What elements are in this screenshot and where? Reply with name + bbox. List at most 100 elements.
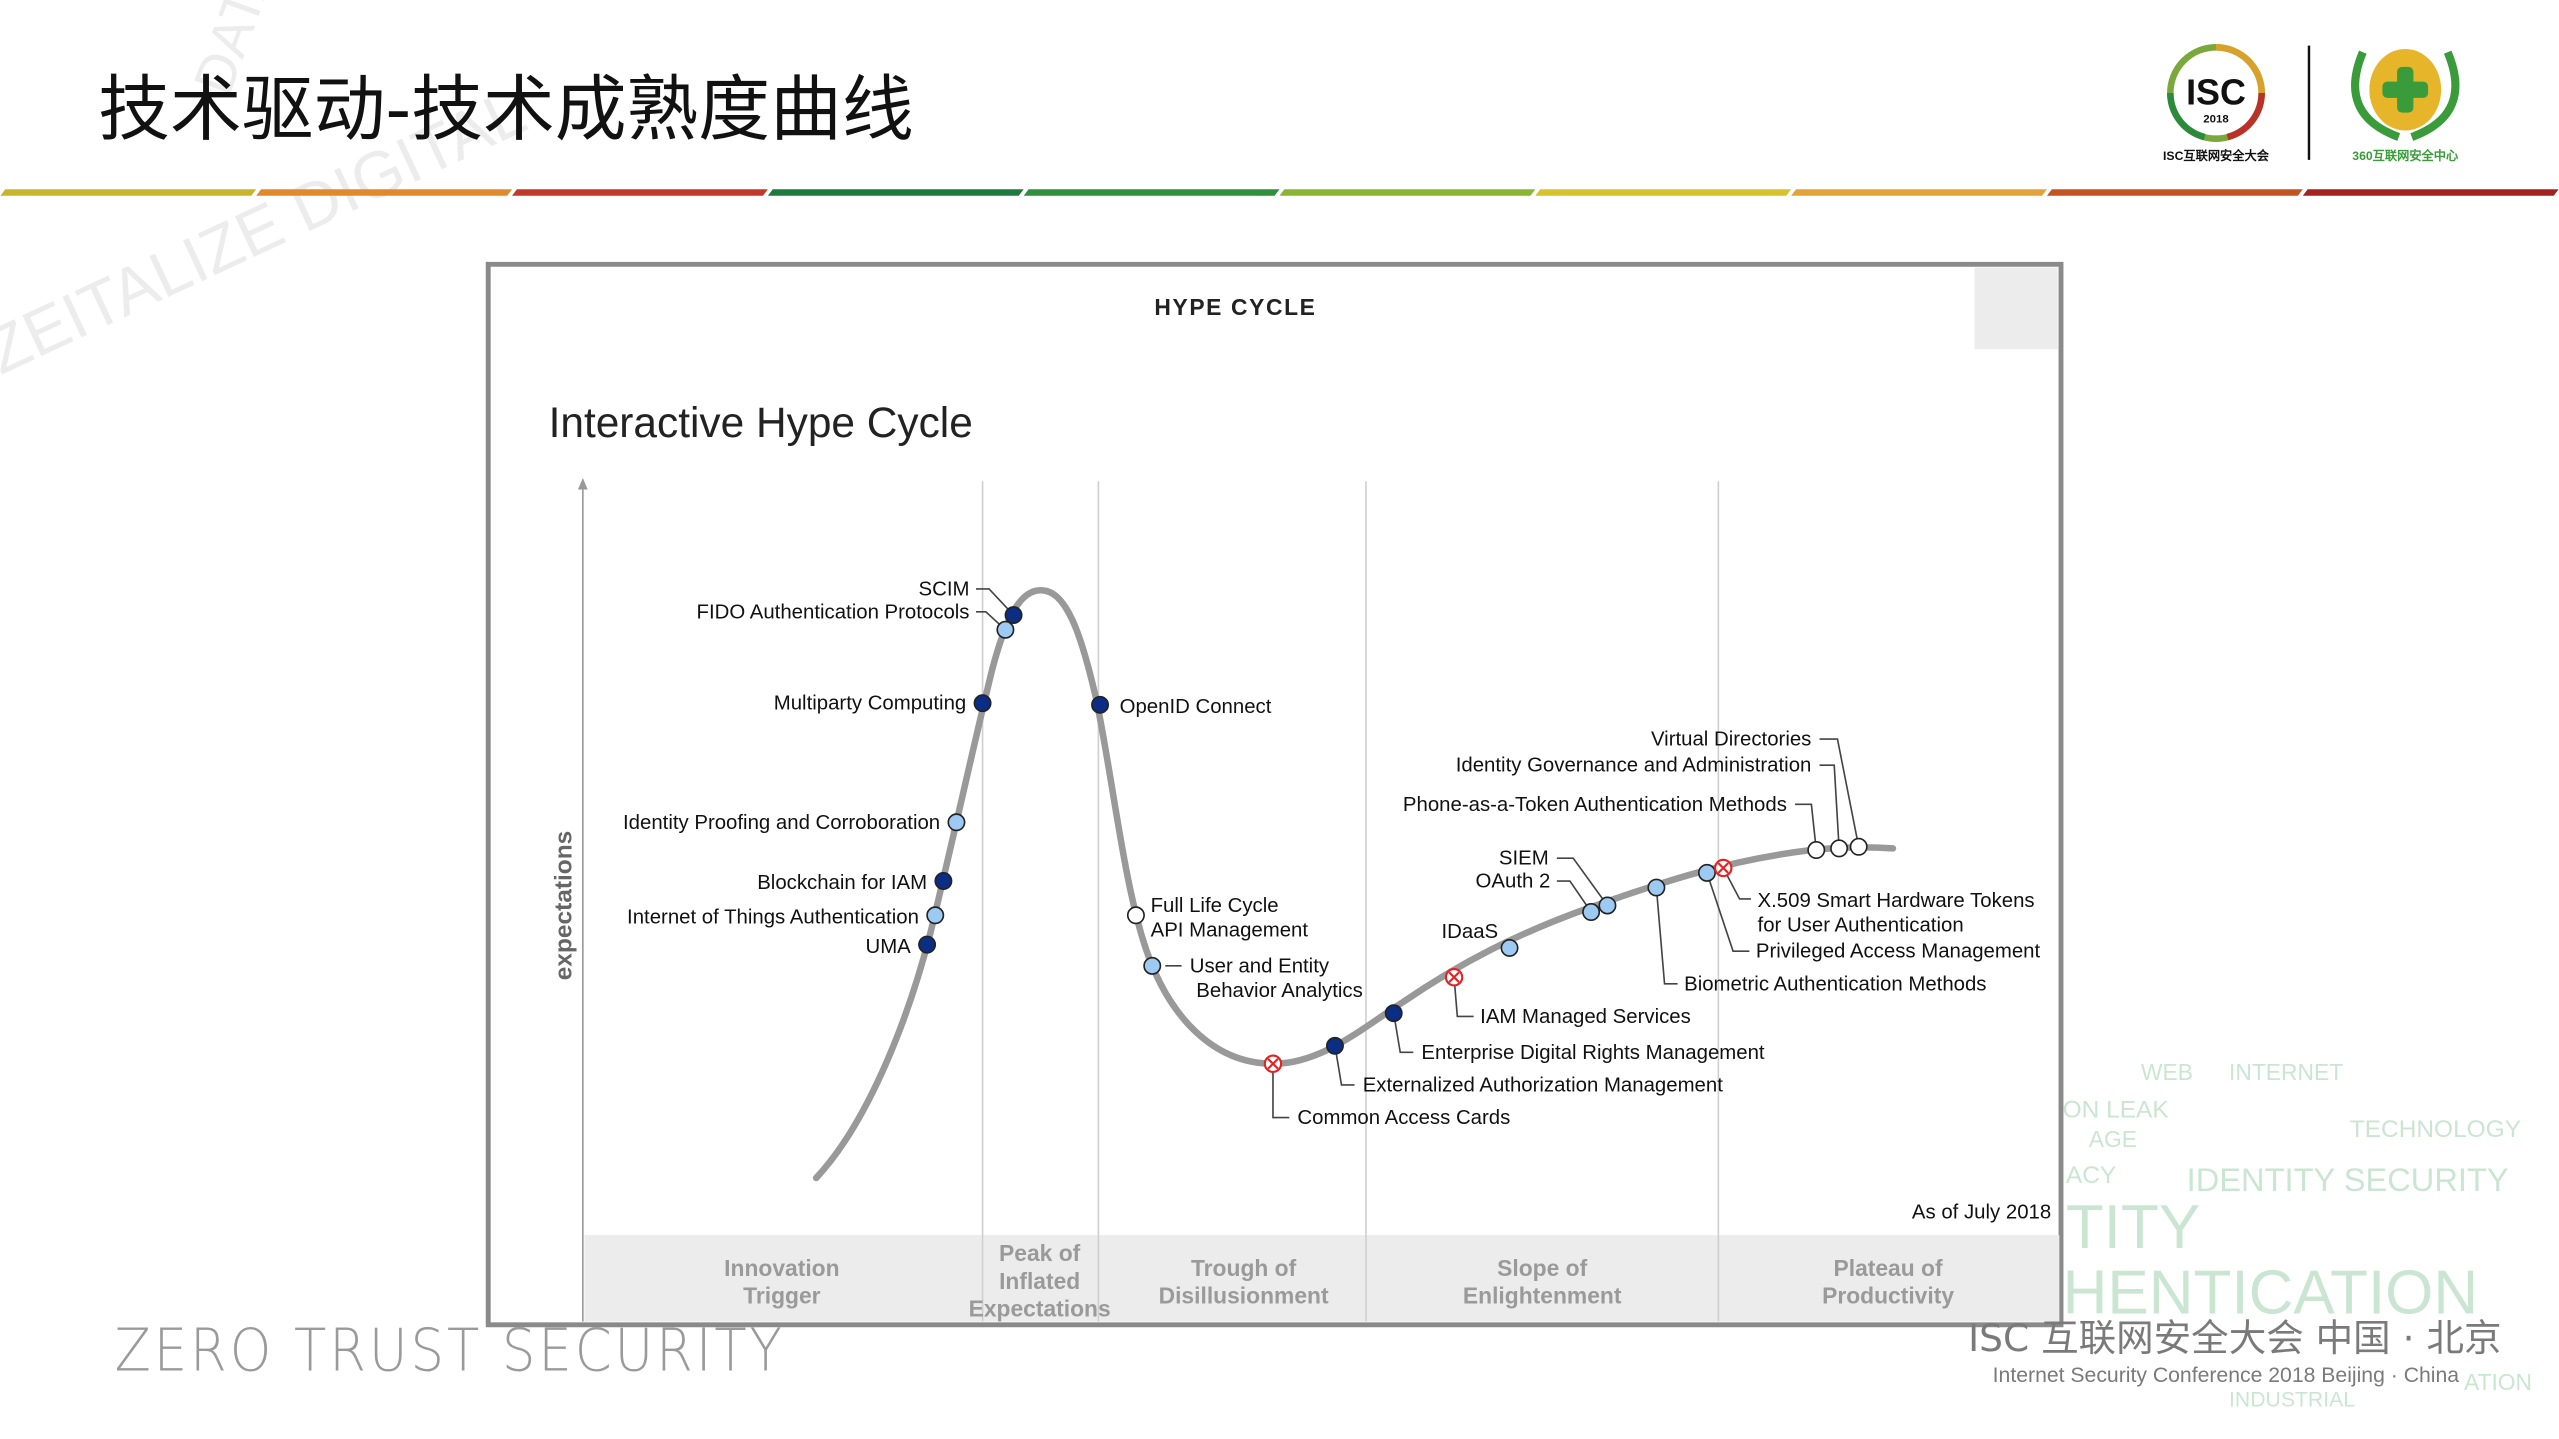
- svg-text:IDENTITY SECURITY: IDENTITY SECURITY: [2187, 1161, 2509, 1198]
- tech-marker[interactable]: [1830, 839, 1849, 858]
- svg-text:Disillusionment: Disillusionment: [1159, 1283, 1329, 1309]
- svg-text:Enlightenment: Enlightenment: [1463, 1283, 1622, 1309]
- svg-text:ISC: ISC: [2186, 72, 2246, 112]
- tech-marker[interactable]: [996, 620, 1015, 639]
- svg-text:ON LEAK: ON LEAK: [2063, 1097, 2170, 1124]
- tech-label[interactable]: Blockchain for IAM: [757, 872, 927, 894]
- tech-marker[interactable]: [1647, 878, 1666, 897]
- tech-label[interactable]: SCIM: [919, 579, 970, 601]
- stripe-segment: [2046, 189, 2303, 196]
- stripe-segment: [0, 189, 257, 196]
- tech-marker[interactable]: [1582, 903, 1601, 921]
- tech-marker[interactable]: [1384, 1004, 1403, 1023]
- svg-text:WEB: WEB: [2141, 1059, 2193, 1085]
- tech-marker[interactable]: [934, 872, 953, 890]
- 360-logo: 360互联网安全中心: [2351, 48, 2460, 163]
- stripe-segment: [767, 189, 1024, 196]
- tech-marker[interactable]: [947, 813, 966, 832]
- tech-marker[interactable]: [1598, 896, 1617, 915]
- stripe-segment: [1791, 189, 2047, 196]
- tech-label[interactable]: FIDO Authentication Protocols: [697, 601, 970, 623]
- svg-text:TITY: TITY: [2066, 1193, 2200, 1262]
- tech-label[interactable]: UMA: [865, 936, 911, 958]
- tech-marker[interactable]: [1126, 906, 1145, 925]
- svg-text:ATION: ATION: [2464, 1369, 2532, 1395]
- isc-logo: ISC 2018 ISC互联网安全大会: [2163, 44, 2270, 163]
- tech-label[interactable]: Identity Governance and Administration: [1456, 755, 1812, 777]
- svg-text:INTERNET: INTERNET: [2229, 1059, 2343, 1085]
- corner-box: [1974, 267, 2058, 350]
- tech-label[interactable]: API Management: [1151, 919, 1309, 941]
- tech-marker[interactable]: [1004, 606, 1023, 625]
- svg-text:Trigger: Trigger: [743, 1283, 820, 1309]
- svg-text:HENTICATION: HENTICATION: [2063, 1258, 2479, 1327]
- stripe-segment: [2302, 189, 2559, 196]
- tech-label[interactable]: for User Authentication: [1758, 915, 1964, 937]
- footer-right-cn: ISC 互联网安全大会 中国 · 北京: [1968, 1316, 2501, 1360]
- stripe-segment: [1023, 189, 1280, 196]
- stripe-segment: [256, 189, 513, 196]
- leader-lines: [976, 588, 1860, 1119]
- svg-text:2018: 2018: [2203, 113, 2228, 125]
- svg-text:ACY: ACY: [2066, 1162, 2116, 1189]
- tech-marker[interactable]: [1849, 837, 1868, 856]
- tech-marker[interactable]: [1325, 1036, 1344, 1055]
- hype-cycle-figure: [485, 261, 2064, 1328]
- tech-marker[interactable]: [1091, 695, 1110, 714]
- tech-marker[interactable]: [973, 694, 992, 713]
- tech-label[interactable]: Phone-as-a-Token Authentication Methods: [1403, 794, 1787, 816]
- tech-label[interactable]: X.509 Smart Hardware Tokens: [1758, 890, 2035, 912]
- tech-label[interactable]: Privileged Access Management: [1756, 941, 2041, 963]
- color-stripe: [0, 189, 2559, 196]
- tech-marker[interactable]: [1697, 863, 1716, 882]
- svg-text:INDUSTRIAL: INDUSTRIAL: [2229, 1388, 2355, 1411]
- tech-label[interactable]: Enterprise Digital Rights Management: [1421, 1042, 1764, 1064]
- tech-label[interactable]: Multiparty Computing: [774, 693, 967, 715]
- phase-labels: Innovation Trigger Peak of Inflated Expe…: [724, 1240, 1954, 1321]
- tech-label[interactable]: SIEM: [1499, 848, 1549, 870]
- svg-text:Plateau of: Plateau of: [1834, 1255, 1943, 1281]
- y-axis-label: expectations: [550, 831, 577, 981]
- tech-label[interactable]: Common Access Cards: [1297, 1107, 1510, 1129]
- technology-labels: SCIM FIDO Authentication Protocols Multi…: [623, 579, 2041, 1130]
- svg-text:Peak of: Peak of: [999, 1240, 1081, 1266]
- tech-label[interactable]: Biometric Authentication Methods: [1684, 973, 1986, 995]
- footer-right-en: Internet Security Conference 2018 Beijin…: [1993, 1364, 2460, 1387]
- tech-label[interactable]: Internet of Things Authentication: [627, 906, 919, 928]
- svg-text:Inflated: Inflated: [999, 1268, 1080, 1294]
- tech-label[interactable]: OAuth 2: [1476, 871, 1551, 893]
- svg-text:Productivity: Productivity: [1822, 1283, 1954, 1309]
- tech-label[interactable]: OpenID Connect: [1120, 696, 1272, 718]
- svg-text:360互联网安全中心: 360互联网安全中心: [2352, 148, 2459, 163]
- svg-text:Slope of: Slope of: [1497, 1255, 1587, 1281]
- phase-dividers: [981, 481, 1720, 1322]
- tech-label[interactable]: Virtual Directories: [1651, 729, 1811, 751]
- tech-label[interactable]: Identity Proofing and Corroboration: [623, 812, 940, 834]
- technology-markers: [918, 606, 1868, 1073]
- tech-label[interactable]: Behavior Analytics: [1196, 980, 1362, 1002]
- phase-band: [584, 1235, 2060, 1322]
- tech-marker[interactable]: [918, 935, 937, 954]
- tech-label[interactable]: Externalized Authorization Management: [1363, 1074, 1724, 1096]
- tech-marker[interactable]: [1807, 841, 1826, 859]
- as-of-date: As of July 2018: [1912, 1202, 2051, 1224]
- tech-marker[interactable]: [1143, 956, 1162, 975]
- svg-text:Expectations: Expectations: [969, 1296, 1111, 1322]
- svg-text:AGE: AGE: [2089, 1126, 2137, 1152]
- tech-label[interactable]: IAM Managed Services: [1480, 1006, 1691, 1028]
- figure-title: Interactive Hype Cycle: [549, 399, 973, 446]
- tech-label[interactable]: User and Entity: [1190, 955, 1330, 977]
- tech-marker[interactable]: [926, 906, 945, 925]
- tech-label[interactable]: IDaaS: [1441, 921, 1498, 943]
- stripe-segment: [512, 189, 768, 196]
- svg-text:TECHNOLOGY: TECHNOLOGY: [2350, 1116, 2521, 1143]
- figure-header: HYPE CYCLE: [1154, 294, 1316, 320]
- hype-curve: [812, 587, 1897, 1182]
- obsolete-x-icon: [1717, 862, 1729, 874]
- footer-left: ZERO TRUST SECURITY: [115, 1317, 785, 1385]
- obsolete-x-icon: [1267, 1058, 1279, 1070]
- tech-label[interactable]: Full Life Cycle: [1151, 895, 1279, 917]
- svg-text:Innovation: Innovation: [724, 1255, 839, 1281]
- tech-marker[interactable]: [1500, 938, 1519, 957]
